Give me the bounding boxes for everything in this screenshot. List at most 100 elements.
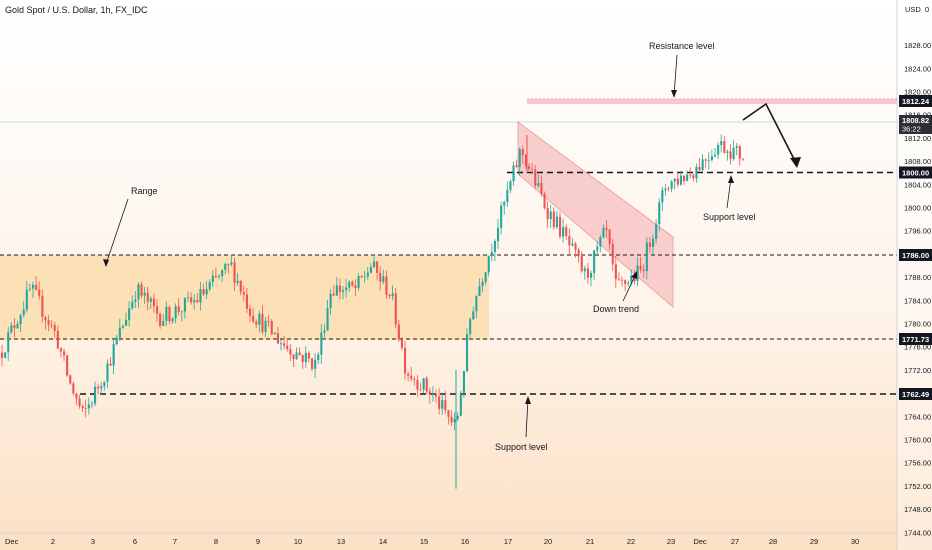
candle-body [459, 393, 462, 416]
candle-body [307, 352, 310, 359]
candle-body [571, 243, 574, 246]
candle-body [106, 363, 109, 382]
candle-body [608, 229, 611, 244]
time-tick-label: 20 [544, 537, 552, 546]
candle-body [109, 363, 112, 366]
candle-body [273, 332, 276, 335]
level-badge-label: 1800.00 [902, 169, 929, 178]
candle-body [1, 352, 4, 358]
candle-body [112, 344, 115, 366]
candle-body [32, 284, 35, 289]
resistance-level-label: Resistance level [649, 41, 715, 51]
candle-body [577, 249, 580, 257]
candle-body [329, 293, 332, 309]
candle-body [714, 154, 717, 157]
candle-body [648, 242, 651, 247]
candle-body [456, 415, 459, 420]
candle-body [165, 306, 168, 322]
candle-body [717, 145, 720, 155]
candle-body [81, 406, 84, 409]
candle-body [283, 343, 286, 346]
candle-body [125, 319, 128, 326]
last-price-value: 1808.82 [902, 116, 929, 125]
candle-body [707, 159, 710, 161]
price-axis-panel [897, 0, 932, 550]
price-tick-label: 1764.00 [904, 412, 931, 421]
candle-body [264, 320, 267, 332]
currency-label[interactable]: USD [905, 5, 921, 14]
time-axis-ticks: Dec 2 3 6 7 8 9 10 13 14 15 16 17 20 21 22 23 Dec 27 28 29 30 [5, 537, 859, 546]
candlestick-series [1, 134, 744, 489]
candle-body [363, 276, 366, 278]
candle-body [627, 282, 630, 284]
candle-body [338, 285, 341, 292]
level-badge-label: 1786.00 [902, 251, 929, 260]
candle-body [261, 313, 264, 332]
candle-body [692, 175, 695, 179]
level-badge-label: 1812.24 [902, 97, 930, 106]
candle-body [267, 320, 270, 322]
resistance-pointer-head [671, 90, 677, 98]
candle-body [326, 308, 329, 331]
range-pointer [105, 198, 129, 265]
candle-body [676, 178, 679, 185]
price-tick-label: 1796.00 [904, 227, 931, 236]
candle-body [704, 159, 707, 161]
candle-body [146, 292, 149, 302]
candle-body [221, 269, 224, 277]
candle-body [236, 280, 239, 283]
candle-body [100, 386, 103, 389]
price-tick-label: 1744.00 [904, 528, 931, 537]
candle-body [94, 386, 97, 404]
candle-body [555, 216, 558, 228]
candle-body [543, 194, 546, 208]
candle-body [453, 419, 456, 423]
candle-body [252, 315, 255, 322]
candle-body [673, 178, 676, 182]
candle-body [171, 318, 174, 322]
candle-body [53, 324, 56, 331]
candle-body [121, 325, 124, 328]
level-badge [899, 95, 932, 107]
candle-body [301, 355, 304, 363]
candle-body [726, 151, 729, 153]
support-level-bottom-label: Support level [495, 442, 548, 452]
candle-body [512, 165, 515, 182]
candle-body [140, 284, 143, 296]
candle-body [617, 279, 620, 280]
candle-body [521, 149, 524, 156]
candle-body [87, 404, 90, 409]
candle-body [190, 297, 193, 303]
candle-body [376, 261, 379, 273]
candle-body [450, 416, 453, 423]
candle-body [360, 276, 363, 278]
candle-body [369, 266, 372, 273]
candle-body [292, 354, 295, 360]
candle-body [28, 288, 31, 290]
level-badge-label: 1762.49 [902, 390, 929, 399]
candle-body [382, 276, 385, 282]
candle-body [497, 227, 500, 242]
candle-body [586, 268, 589, 278]
candle-body [323, 330, 326, 333]
candle-body [419, 389, 422, 391]
candle-body [128, 308, 131, 320]
candle-body [118, 327, 121, 338]
candle-body [134, 299, 137, 302]
down-trend-channel [517, 121, 674, 308]
time-tick-label: 8 [214, 537, 218, 546]
price-tick-label: 1756.00 [904, 459, 931, 468]
candle-body [149, 298, 152, 302]
candle-body [174, 306, 177, 319]
level-badges: 1812.24 1800.00 1786.00 1771.73 1762.49 [899, 95, 932, 400]
candle-body [710, 156, 713, 160]
candle-body [298, 352, 301, 356]
candle-body [596, 246, 599, 251]
candle-body [183, 297, 186, 312]
candle-body [56, 330, 59, 349]
candle-body [472, 311, 475, 320]
candle-body [469, 319, 472, 335]
candle-body [462, 371, 465, 394]
candle-body [642, 269, 645, 272]
